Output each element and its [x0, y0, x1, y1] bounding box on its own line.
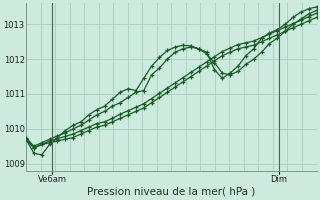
X-axis label: Pression niveau de la mer( hPa ): Pression niveau de la mer( hPa )	[87, 187, 255, 197]
